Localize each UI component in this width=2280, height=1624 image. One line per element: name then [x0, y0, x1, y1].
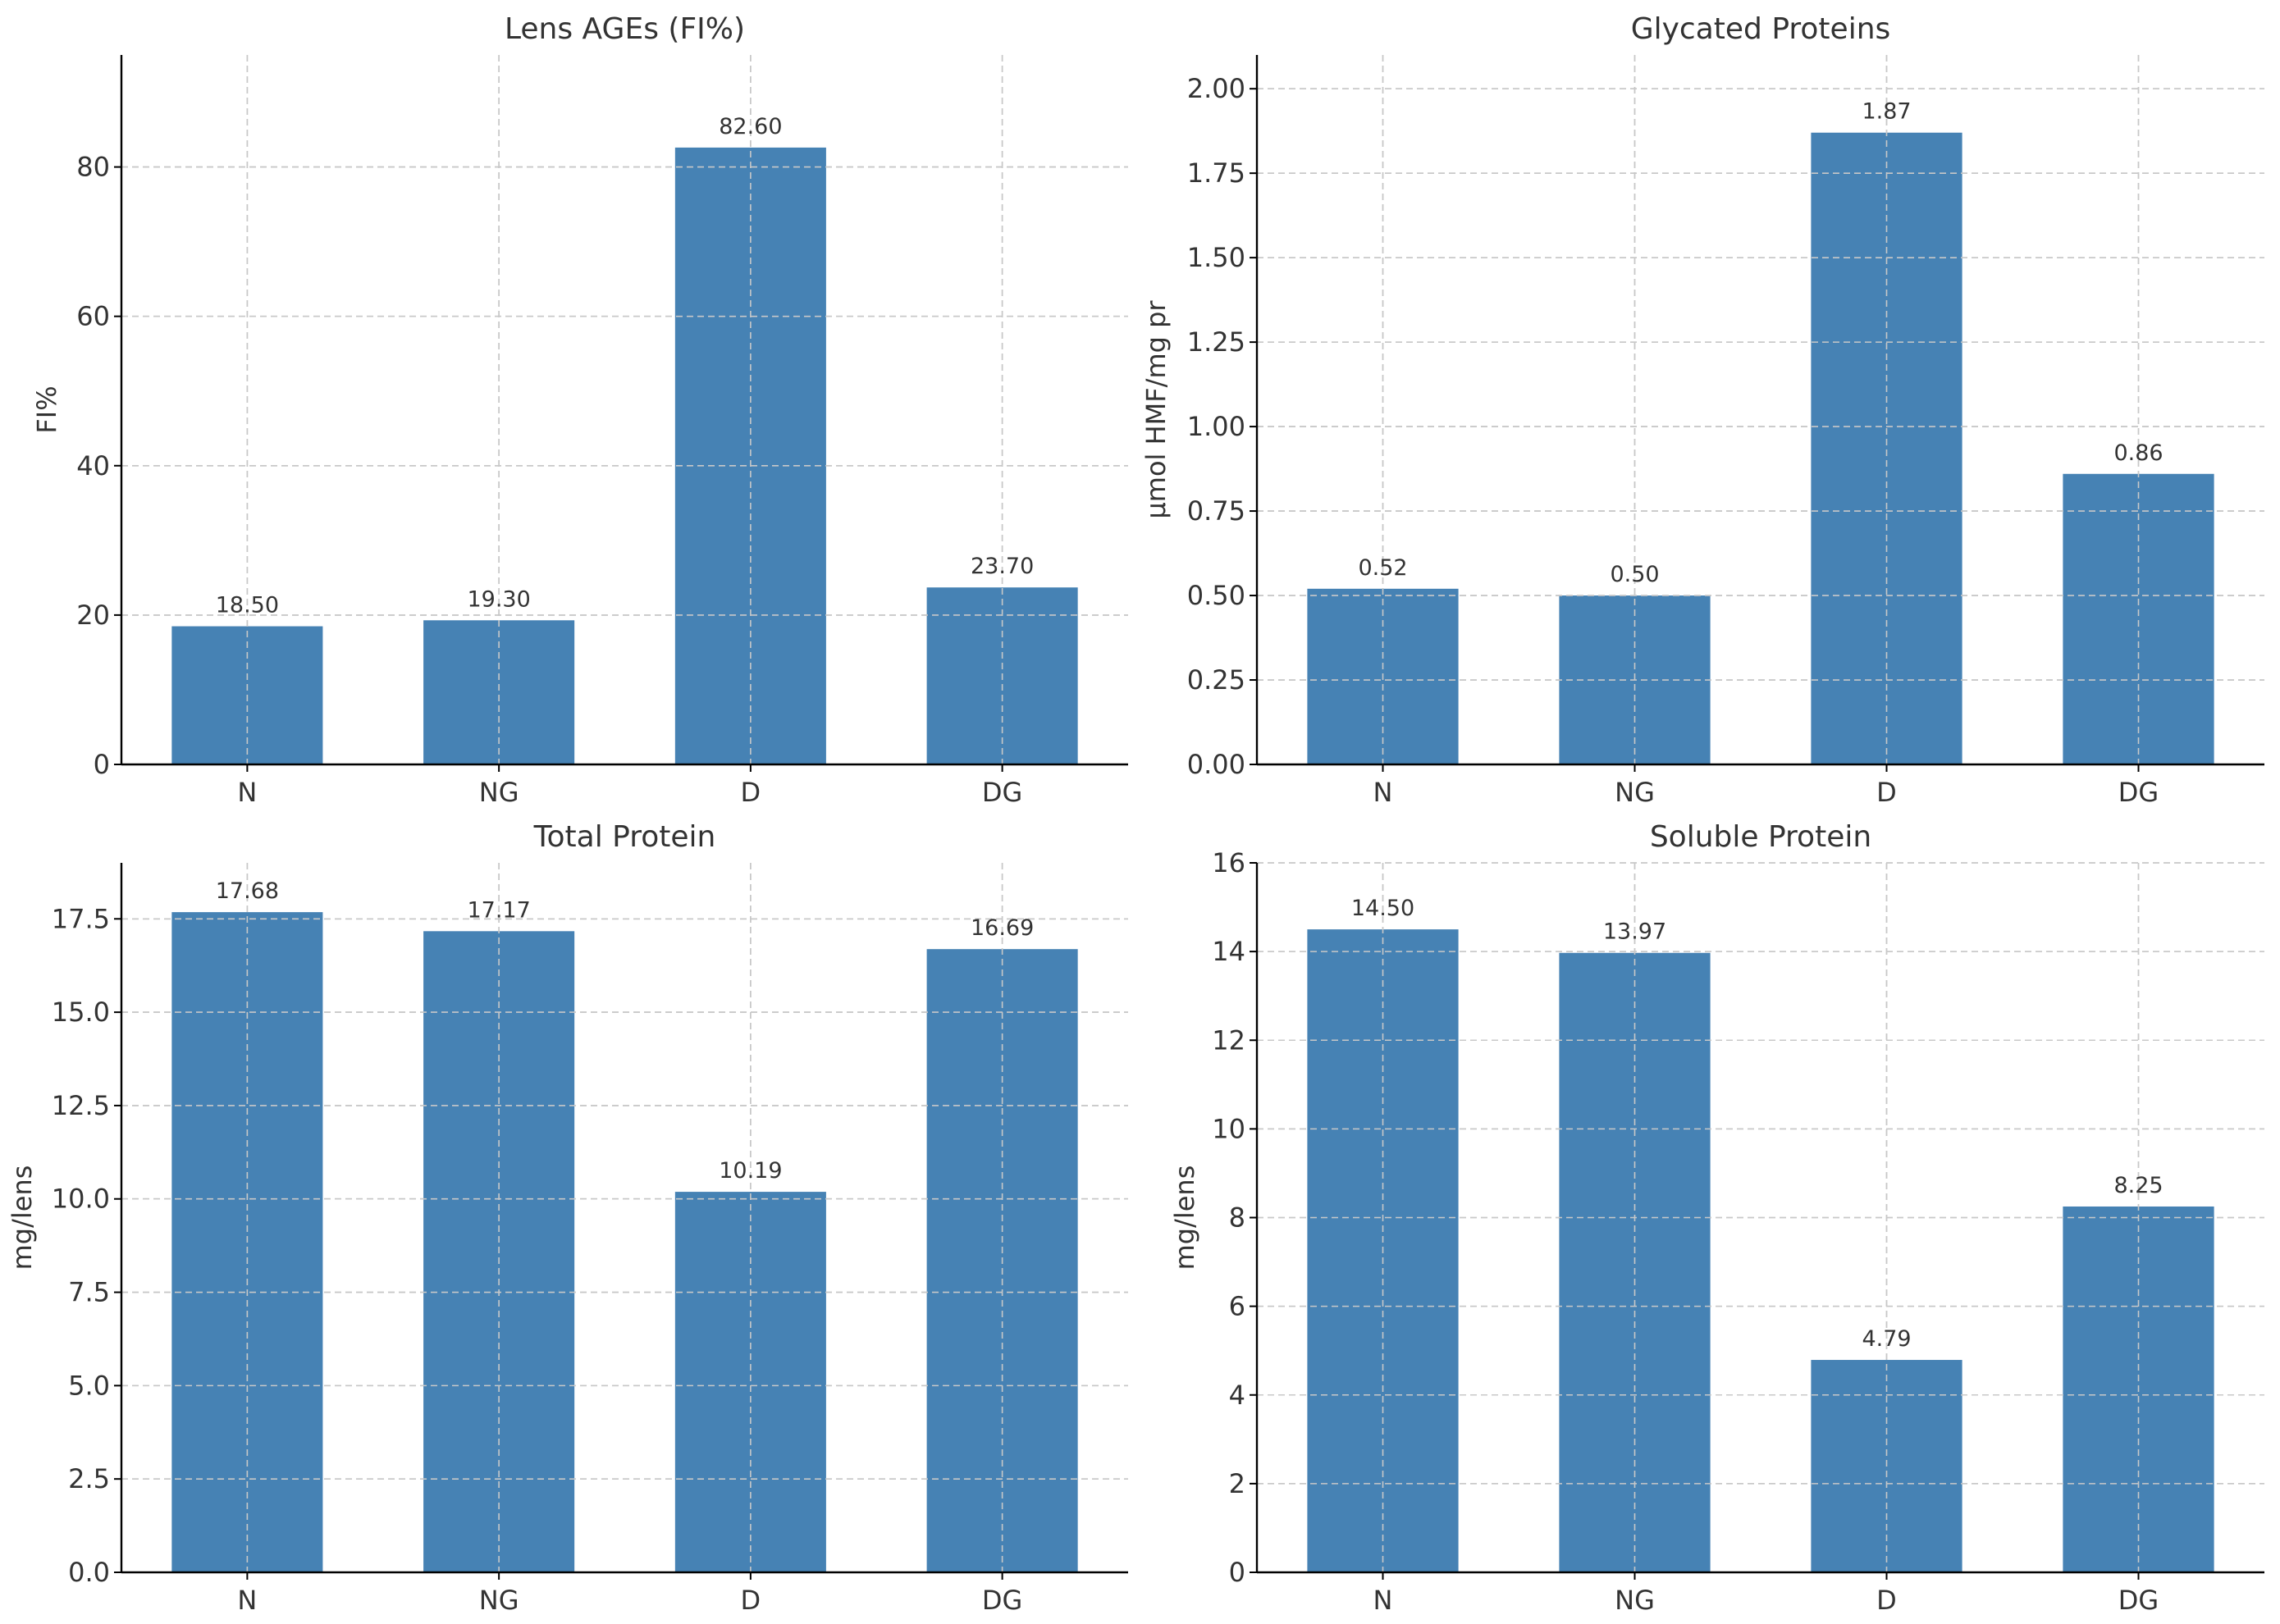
- x-tick-label: DG: [2118, 777, 2159, 808]
- y-tick-label: 80: [76, 152, 110, 183]
- y-tick-label: 8: [1229, 1202, 1245, 1234]
- bar-dg: [2063, 473, 2214, 764]
- x-tick-label: N: [237, 777, 257, 808]
- y-axis-label: mg/lens: [7, 1166, 38, 1270]
- y-tick-label: 17.5: [52, 903, 110, 934]
- bar-value-label: 1.87: [1862, 99, 1911, 125]
- y-tick-label: 1.00: [1187, 411, 1245, 442]
- bar-value-label: 17.17: [467, 897, 530, 923]
- y-axis-label: mg/lens: [1169, 1166, 1200, 1270]
- bar-value-label: 19.30: [467, 586, 530, 612]
- y-tick-label: 16: [1212, 847, 1245, 878]
- x-tick-label: D: [741, 777, 761, 808]
- bar-value-label: 18.50: [216, 593, 279, 618]
- y-tick-label: 4: [1229, 1380, 1245, 1411]
- chart-title: Lens AGEs (FI%): [505, 12, 745, 46]
- y-tick-label: 10.0: [52, 1184, 110, 1215]
- bar-value-label: 17.68: [216, 878, 279, 904]
- y-tick-label: 12.5: [52, 1090, 110, 1121]
- y-tick-label: 2.5: [68, 1463, 110, 1494]
- chart-panel-3: 17.68 17.17 10.19 16.69 0.0 2.5 5.0 7.5 10.0 12.5…: [7, 820, 1128, 1616]
- y-tick-label: 0.00: [1187, 749, 1245, 780]
- bar-value-label: 0.50: [1610, 562, 1659, 587]
- y-tick-label: 15.0: [52, 997, 110, 1028]
- y-tick-label: 0: [1229, 1557, 1245, 1588]
- bar-value-label: 13.97: [1603, 919, 1666, 945]
- chart-title: Glycated Proteins: [1631, 12, 1891, 46]
- y-tick-label: 10: [1212, 1113, 1245, 1144]
- y-tick-label: 1.25: [1187, 326, 1245, 358]
- x-tick-label: D: [741, 1585, 761, 1616]
- y-tick-label: 2.00: [1187, 73, 1245, 104]
- y-axis-label: FI%: [31, 385, 62, 433]
- y-tick-label: 0: [94, 749, 110, 780]
- chart-title: Soluble Protein: [1650, 820, 1871, 854]
- bar-value-label: 23.70: [971, 554, 1034, 579]
- x-tick-label: N: [1373, 777, 1393, 808]
- x-tick-label: N: [237, 1585, 257, 1616]
- y-axis-label: µmol HMF/mg pr: [1140, 300, 1172, 519]
- x-tick-label: NG: [1615, 1585, 1655, 1616]
- y-tick-label: 14: [1212, 936, 1245, 967]
- chart-panel-2: 0.52 0.50 1.87 0.86 0.00 0.25 0.50 0.75 1.00 1.25…: [1140, 12, 2264, 808]
- bar-value-label: 16.69: [971, 915, 1034, 941]
- y-tick-label: 0.0: [68, 1557, 110, 1588]
- bar-value-label: 4.79: [1862, 1326, 1911, 1352]
- y-tick-label: 0.75: [1187, 495, 1245, 527]
- bar-value-label: 14.50: [1351, 896, 1414, 921]
- y-tick-label: 0.25: [1187, 664, 1245, 696]
- y-tick-label: 20: [76, 600, 110, 631]
- y-tick-label: 6: [1229, 1291, 1245, 1322]
- x-tick-label: NG: [479, 777, 519, 808]
- chart-panel-4: 14.50 13.97 4.79 8.25 0 2 4 6 8 10 12 14 16 N NG D DG Sol…: [1169, 820, 2264, 1616]
- x-tick-label: NG: [1615, 777, 1655, 808]
- y-tick-label: 12: [1212, 1024, 1245, 1056]
- bar-value-label: 82.60: [719, 114, 782, 139]
- y-tick-label: 2: [1229, 1468, 1245, 1499]
- chart-title: Total Protein: [533, 820, 716, 854]
- y-tick-label: 60: [76, 301, 110, 332]
- bar-value-label: 0.52: [1358, 555, 1407, 581]
- y-tick-label: 5.0: [68, 1370, 110, 1401]
- x-tick-label: N: [1373, 1585, 1393, 1616]
- bar-value-label: 10.19: [719, 1158, 782, 1184]
- x-tick-label: NG: [479, 1585, 519, 1616]
- y-tick-label: 1.50: [1187, 242, 1245, 273]
- y-tick-label: 0.50: [1187, 580, 1245, 611]
- x-tick-label: DG: [2118, 1585, 2159, 1616]
- x-tick-label: D: [1876, 1585, 1897, 1616]
- bar-value-label: 0.86: [2113, 440, 2163, 466]
- x-tick-label: D: [1876, 777, 1897, 808]
- y-tick-label: 7.5: [68, 1277, 110, 1308]
- y-tick-label: 40: [76, 450, 110, 481]
- y-tick-label: 1.75: [1187, 157, 1245, 189]
- chart-panel-1: 18.50 19.30 82.60 23.70 0 20 40 60 80 N NG D DG Lens …: [31, 12, 1128, 808]
- x-tick-label: DG: [982, 1585, 1022, 1616]
- bar-value-label: 8.25: [2113, 1173, 2163, 1198]
- x-tick-label: DG: [982, 777, 1022, 808]
